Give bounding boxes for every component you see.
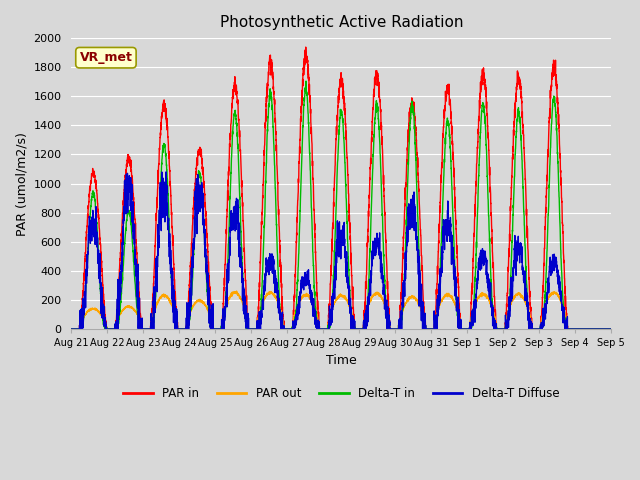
Line: PAR in: PAR in <box>72 47 611 329</box>
Delta-T in <box>99 310 106 315</box>
PAR in <box>500 326 508 332</box>
Delta-T Diffuse <box>500 326 508 332</box>
PAR in <box>607 326 615 332</box>
Delta-T Diffuse <box>401 270 409 276</box>
X-axis label: Time: Time <box>326 354 356 367</box>
Delta-T Diffuse <box>607 326 615 332</box>
Delta-T in <box>607 326 615 332</box>
Delta-T in <box>302 78 310 84</box>
PAR out <box>508 300 515 306</box>
PAR in <box>273 147 280 153</box>
PAR out <box>99 313 106 319</box>
Delta-T in <box>459 326 467 332</box>
PAR in <box>401 201 409 207</box>
PAR in <box>68 326 76 332</box>
PAR out <box>401 302 409 308</box>
Delta-T Diffuse <box>163 169 170 175</box>
Legend: PAR in, PAR out, Delta-T in, Delta-T Diffuse: PAR in, PAR out, Delta-T in, Delta-T Dif… <box>118 382 564 405</box>
PAR in <box>459 326 467 332</box>
Text: VR_met: VR_met <box>79 51 132 64</box>
PAR out <box>607 326 615 332</box>
Delta-T in <box>500 326 508 332</box>
PAR in <box>302 44 310 50</box>
Delta-T Diffuse <box>459 326 467 332</box>
Line: Delta-T in: Delta-T in <box>72 81 611 329</box>
Delta-T in <box>273 221 280 227</box>
PAR in <box>99 278 106 284</box>
Delta-T Diffuse <box>99 315 106 321</box>
Line: PAR out: PAR out <box>72 291 611 329</box>
Title: Photosynthetic Active Radiation: Photosynthetic Active Radiation <box>220 15 463 30</box>
Delta-T Diffuse <box>68 326 76 332</box>
Line: Delta-T Diffuse: Delta-T Diffuse <box>72 172 611 329</box>
Y-axis label: PAR (umol/m2/s): PAR (umol/m2/s) <box>15 132 28 236</box>
PAR out <box>68 326 76 332</box>
PAR out <box>459 326 467 332</box>
PAR in <box>508 196 515 202</box>
PAR out <box>233 288 241 294</box>
Delta-T in <box>508 266 515 272</box>
Delta-T in <box>68 326 76 332</box>
PAR out <box>500 326 508 332</box>
Delta-T Diffuse <box>273 288 280 293</box>
Delta-T in <box>401 258 409 264</box>
Delta-T Diffuse <box>508 275 515 280</box>
PAR out <box>273 297 280 303</box>
